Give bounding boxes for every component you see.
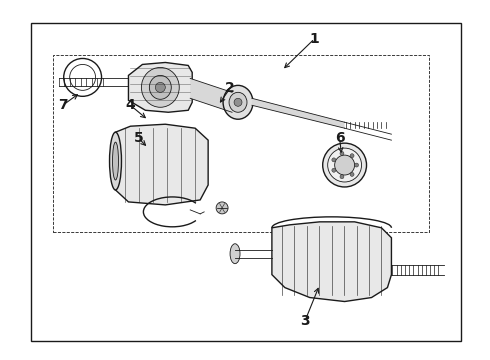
Ellipse shape [142, 67, 179, 107]
Ellipse shape [216, 202, 228, 214]
Ellipse shape [230, 244, 240, 264]
Ellipse shape [332, 168, 336, 172]
Ellipse shape [323, 143, 367, 187]
Ellipse shape [113, 142, 119, 180]
Ellipse shape [229, 92, 247, 112]
Ellipse shape [340, 152, 344, 156]
Ellipse shape [110, 132, 122, 190]
Ellipse shape [340, 175, 344, 179]
Polygon shape [272, 222, 392, 302]
Text: 5: 5 [134, 131, 143, 145]
Text: 3: 3 [300, 314, 310, 328]
Ellipse shape [335, 155, 355, 175]
Polygon shape [190, 78, 232, 112]
Ellipse shape [332, 158, 336, 162]
Text: 2: 2 [225, 81, 235, 95]
Text: 1: 1 [310, 32, 319, 46]
Polygon shape [252, 98, 344, 128]
Ellipse shape [223, 85, 253, 119]
Text: 6: 6 [335, 131, 344, 145]
Ellipse shape [350, 172, 354, 176]
Ellipse shape [155, 82, 165, 92]
Ellipse shape [149, 75, 171, 99]
Polygon shape [128, 62, 192, 112]
Text: 4: 4 [125, 98, 135, 112]
Ellipse shape [350, 154, 354, 158]
Text: 7: 7 [58, 98, 68, 112]
Ellipse shape [328, 148, 362, 182]
Bar [53, 55, 429, 232]
Polygon shape [116, 124, 208, 205]
Ellipse shape [355, 163, 359, 167]
Bar [31, 23, 461, 341]
Ellipse shape [234, 98, 242, 106]
